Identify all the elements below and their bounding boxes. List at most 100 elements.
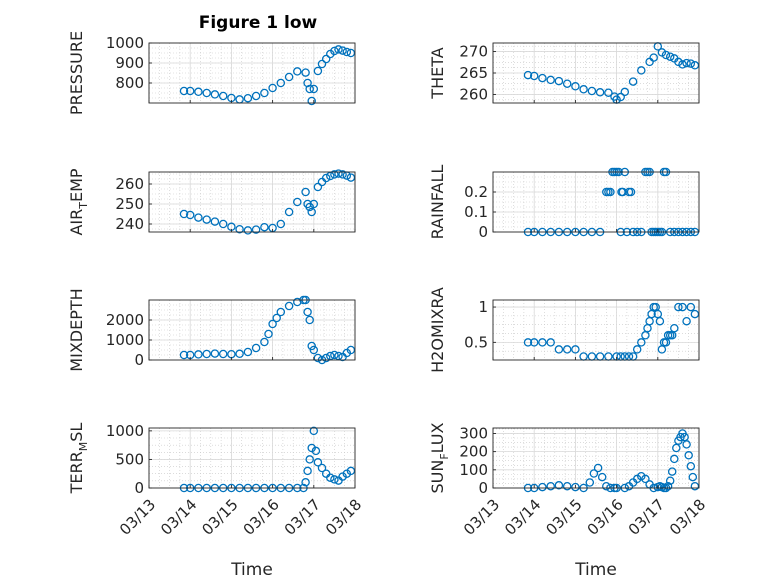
data-point bbox=[284, 72, 294, 82]
data-point bbox=[538, 338, 547, 347]
axes-box bbox=[148, 171, 356, 233]
axes-box bbox=[148, 42, 356, 104]
data-point bbox=[326, 473, 335, 482]
data-point bbox=[309, 84, 319, 94]
data-point bbox=[562, 481, 572, 491]
y-tick-label: 2000 bbox=[106, 311, 144, 329]
data-point bbox=[604, 88, 613, 97]
data-point bbox=[682, 316, 691, 326]
data-point bbox=[313, 182, 323, 192]
panel-rainfall: 0 0.1 0.2 RAINFALL bbox=[428, 165, 700, 241]
data-point bbox=[218, 91, 228, 101]
data-point bbox=[585, 478, 595, 487]
data-point bbox=[307, 207, 316, 217]
data-point bbox=[307, 96, 316, 106]
figure-title: Figure 1 low bbox=[199, 13, 318, 33]
data-point bbox=[243, 93, 253, 103]
series-markers bbox=[523, 42, 700, 104]
data-point bbox=[338, 46, 347, 55]
data-point bbox=[260, 337, 269, 347]
data-point bbox=[690, 61, 700, 70]
data-point bbox=[637, 66, 646, 75]
y-axis-label: AIRTEMP bbox=[67, 168, 90, 235]
axes-box bbox=[148, 427, 356, 489]
data-point bbox=[309, 426, 319, 436]
data-point bbox=[321, 353, 331, 363]
data-point bbox=[303, 307, 312, 317]
data-point bbox=[641, 474, 650, 484]
data-point bbox=[338, 170, 347, 179]
data-point bbox=[276, 307, 286, 317]
data-point bbox=[235, 224, 244, 234]
x-tick-label: 03/15 bbox=[542, 496, 585, 539]
data-point bbox=[317, 59, 327, 69]
data-point bbox=[210, 90, 220, 99]
axes-box bbox=[148, 299, 356, 361]
axes-box bbox=[492, 171, 700, 233]
y-tick-label: 800 bbox=[115, 74, 144, 92]
data-point bbox=[628, 77, 638, 86]
data-point bbox=[606, 187, 615, 197]
x-tick-label: 03/13 bbox=[460, 496, 503, 539]
data-point bbox=[317, 463, 327, 473]
panel-h2omixra: 0.5 1 H2OMIXRA bbox=[428, 287, 700, 373]
data-point bbox=[260, 88, 269, 98]
data-point bbox=[529, 71, 539, 81]
data-point bbox=[321, 173, 331, 183]
data-point bbox=[179, 209, 189, 219]
data-point bbox=[272, 313, 281, 323]
x-axis-label: Time bbox=[230, 560, 273, 580]
data-point bbox=[346, 48, 356, 58]
data-point bbox=[330, 46, 339, 56]
series-markers bbox=[179, 169, 356, 235]
data-point bbox=[529, 338, 539, 347]
panel-air-temp: 240 250 260 AIRTEMP bbox=[67, 168, 356, 236]
x-tick-label: 03/16 bbox=[584, 496, 627, 539]
data-point bbox=[626, 187, 636, 197]
x-tick-label: 03/15 bbox=[198, 496, 241, 539]
series-markers bbox=[523, 429, 700, 493]
data-point bbox=[546, 481, 555, 491]
data-point bbox=[293, 67, 302, 76]
y-tick-label: 300 bbox=[459, 424, 488, 442]
x-tick-label: 03/14 bbox=[501, 496, 544, 539]
data-point bbox=[571, 482, 580, 492]
data-point bbox=[593, 463, 603, 473]
data-point bbox=[554, 345, 564, 354]
data-point bbox=[686, 302, 696, 312]
data-point bbox=[690, 309, 700, 319]
data-point bbox=[301, 68, 310, 77]
data-point bbox=[301, 187, 310, 197]
y-tick-label: 0 bbox=[478, 223, 488, 241]
data-point bbox=[202, 349, 211, 359]
data-point bbox=[305, 315, 314, 325]
data-point bbox=[562, 345, 572, 354]
data-point bbox=[330, 475, 339, 484]
data-point bbox=[313, 66, 323, 76]
data-point bbox=[682, 440, 691, 449]
data-point bbox=[602, 481, 611, 491]
y-tick-label: 0.1 bbox=[464, 203, 488, 221]
x-axis-label: Time bbox=[574, 560, 617, 580]
y-tick-label: 265 bbox=[459, 64, 488, 82]
data-point bbox=[303, 466, 312, 476]
data-point bbox=[632, 345, 642, 354]
data-point bbox=[595, 88, 605, 97]
data-point bbox=[554, 481, 564, 490]
series-markers bbox=[179, 295, 356, 365]
data-point bbox=[284, 301, 294, 311]
y-axis-label: H2OMIXRA bbox=[428, 287, 447, 373]
data-point bbox=[665, 52, 675, 61]
data-point bbox=[305, 455, 314, 464]
data-point bbox=[305, 84, 314, 94]
data-point bbox=[185, 86, 195, 96]
data-point bbox=[637, 338, 646, 347]
data-point bbox=[309, 345, 319, 355]
x-tick-label: 03/14 bbox=[157, 496, 200, 539]
axes-box bbox=[492, 299, 700, 361]
data-point bbox=[194, 350, 203, 359]
data-point bbox=[210, 217, 220, 226]
data-point bbox=[342, 47, 352, 57]
data-point bbox=[268, 319, 277, 329]
